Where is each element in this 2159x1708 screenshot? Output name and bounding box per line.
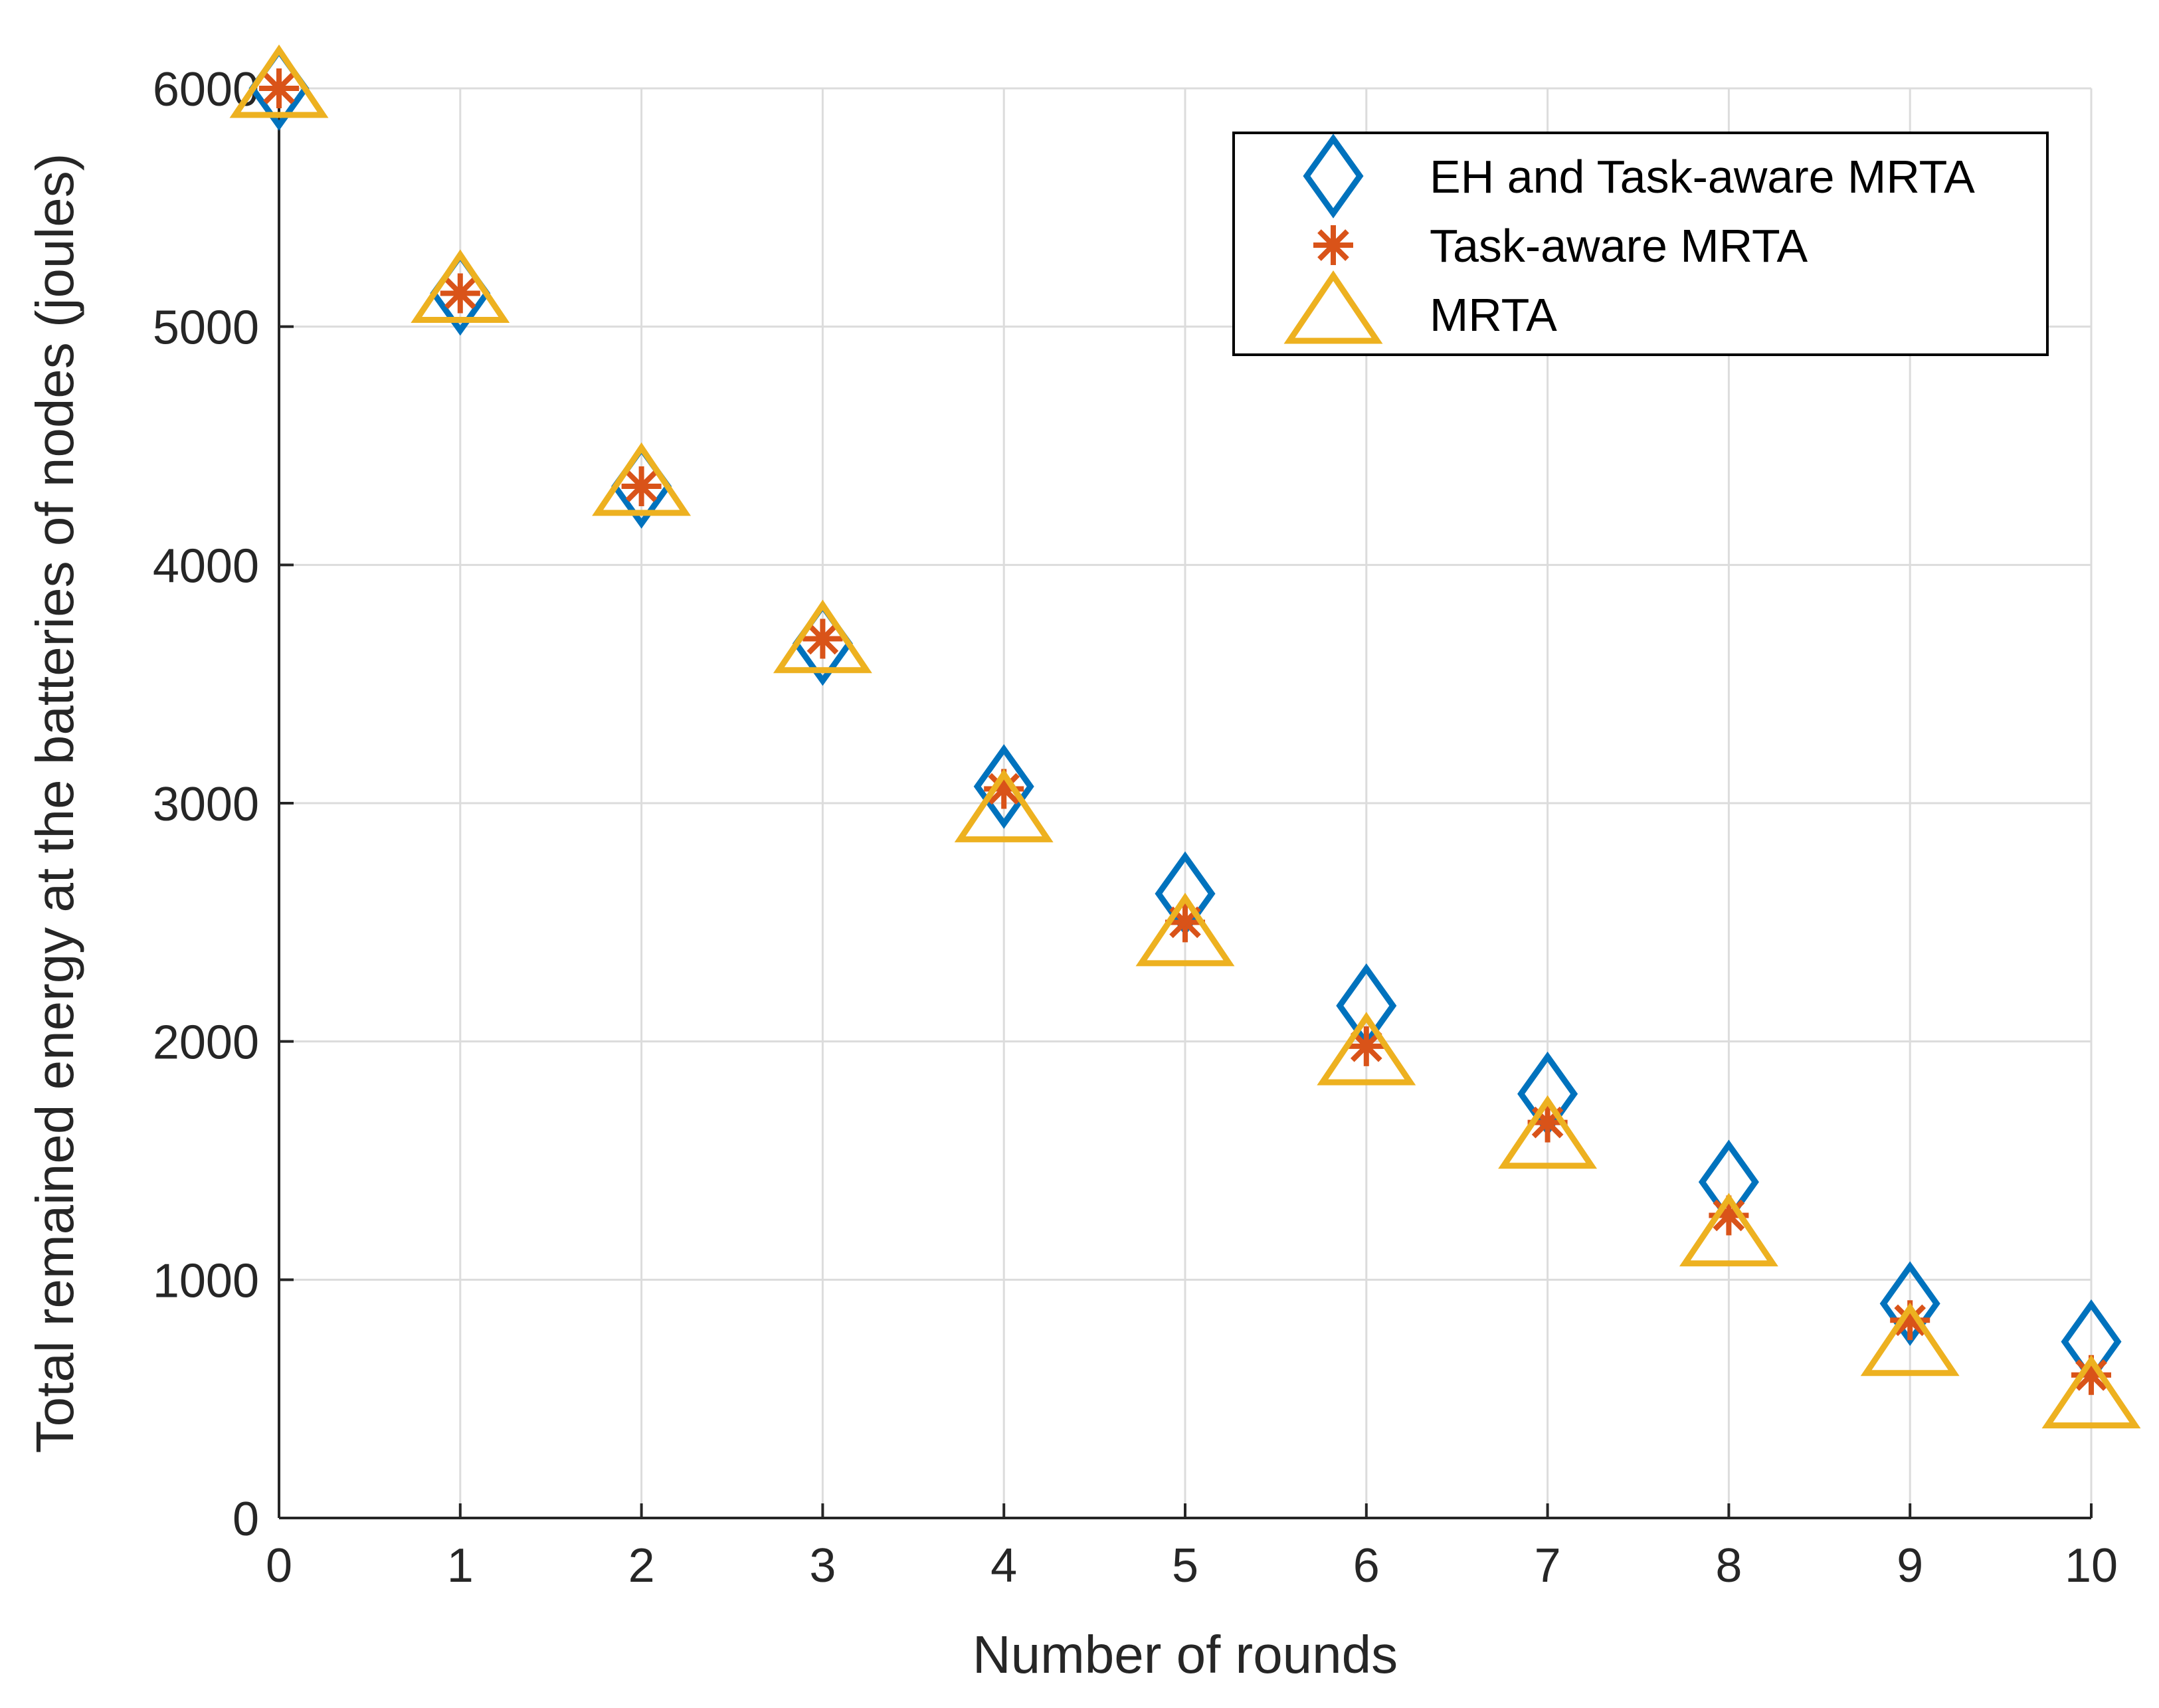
legend: EH and Task-aware MRTA Task-aware MRTA MRT… — [1232, 132, 2049, 356]
asterisk-stroke — [1894, 1304, 1926, 1337]
y-tick-label: 5000 — [153, 302, 259, 355]
y-tick-label: 4000 — [153, 539, 259, 593]
x-tick-label: 4 — [990, 1539, 1017, 1592]
series-3 — [229, 44, 2141, 1429]
x-tick-label: 7 — [1535, 1539, 1561, 1592]
y-tick-label: 3000 — [153, 778, 259, 831]
y-tick-label: 1000 — [153, 1254, 259, 1307]
legend-label: EH and Task-aware MRTA — [1430, 151, 1975, 203]
x-tick-label: 2 — [628, 1539, 655, 1592]
asterisk-stroke — [1713, 1199, 1745, 1232]
data-points — [229, 44, 2141, 1429]
asterisk-stroke — [988, 773, 1020, 805]
asterisk-stroke — [806, 622, 839, 655]
data-point-triangle — [1679, 1192, 1778, 1267]
data-point-triangle — [592, 442, 692, 516]
legend-marker-asterisk — [1313, 225, 1353, 265]
asterisk-stroke — [625, 470, 658, 502]
legend-marker-diamond — [1303, 134, 1364, 219]
data-point-asterisk — [259, 68, 299, 108]
asterisk-stroke — [444, 277, 476, 310]
x-axis-title: Number of rounds — [973, 1625, 1398, 1684]
asterisk-stroke — [2075, 1359, 2107, 1391]
legend-marker-triangle — [1283, 270, 1383, 344]
data-point-triangle — [2041, 1355, 2141, 1429]
data-point-triangle — [1860, 1302, 1960, 1376]
data-point-asterisk — [802, 618, 843, 659]
data-point-triangle — [1498, 1095, 1598, 1169]
legend-box — [1232, 132, 2049, 356]
data-point-diamond — [973, 744, 1034, 829]
y-tick-label: 0 — [233, 1493, 259, 1546]
x-tick-label: 0 — [266, 1539, 292, 1592]
x-tick-label: 3 — [809, 1539, 836, 1592]
asterisk-stroke — [1317, 229, 1349, 261]
x-tick-label: 8 — [1715, 1539, 1742, 1592]
asterisk-stroke — [263, 72, 295, 104]
x-tick-label: 5 — [1172, 1539, 1198, 1592]
y-tick-label: 2000 — [153, 1016, 259, 1070]
axes — [278, 87, 2093, 1519]
data-point-asterisk — [440, 273, 480, 314]
asterisk-stroke — [1350, 1030, 1382, 1062]
data-point-triangle — [229, 44, 329, 118]
y-axis-title: Total remained energy at the batteries o… — [25, 153, 84, 1454]
legend-label: Task-aware MRTA — [1430, 220, 1808, 272]
data-point-triangle — [954, 769, 1054, 842]
x-tick-label: 9 — [1897, 1539, 1923, 1592]
x-tick-label: 10 — [2065, 1539, 2118, 1592]
legend-label: MRTA — [1430, 289, 1557, 341]
data-point-asterisk — [1346, 1026, 1386, 1066]
data-point-triangle — [1135, 892, 1235, 967]
data-point-triangle — [773, 599, 872, 674]
data-point-asterisk — [621, 466, 662, 506]
x-tick-label: 1 — [447, 1539, 474, 1592]
data-point-diamond — [1879, 1261, 1940, 1346]
data-point-triangle — [411, 249, 510, 323]
x-tick-label: 6 — [1353, 1539, 1380, 1592]
data-point-triangle — [1317, 1012, 1416, 1086]
